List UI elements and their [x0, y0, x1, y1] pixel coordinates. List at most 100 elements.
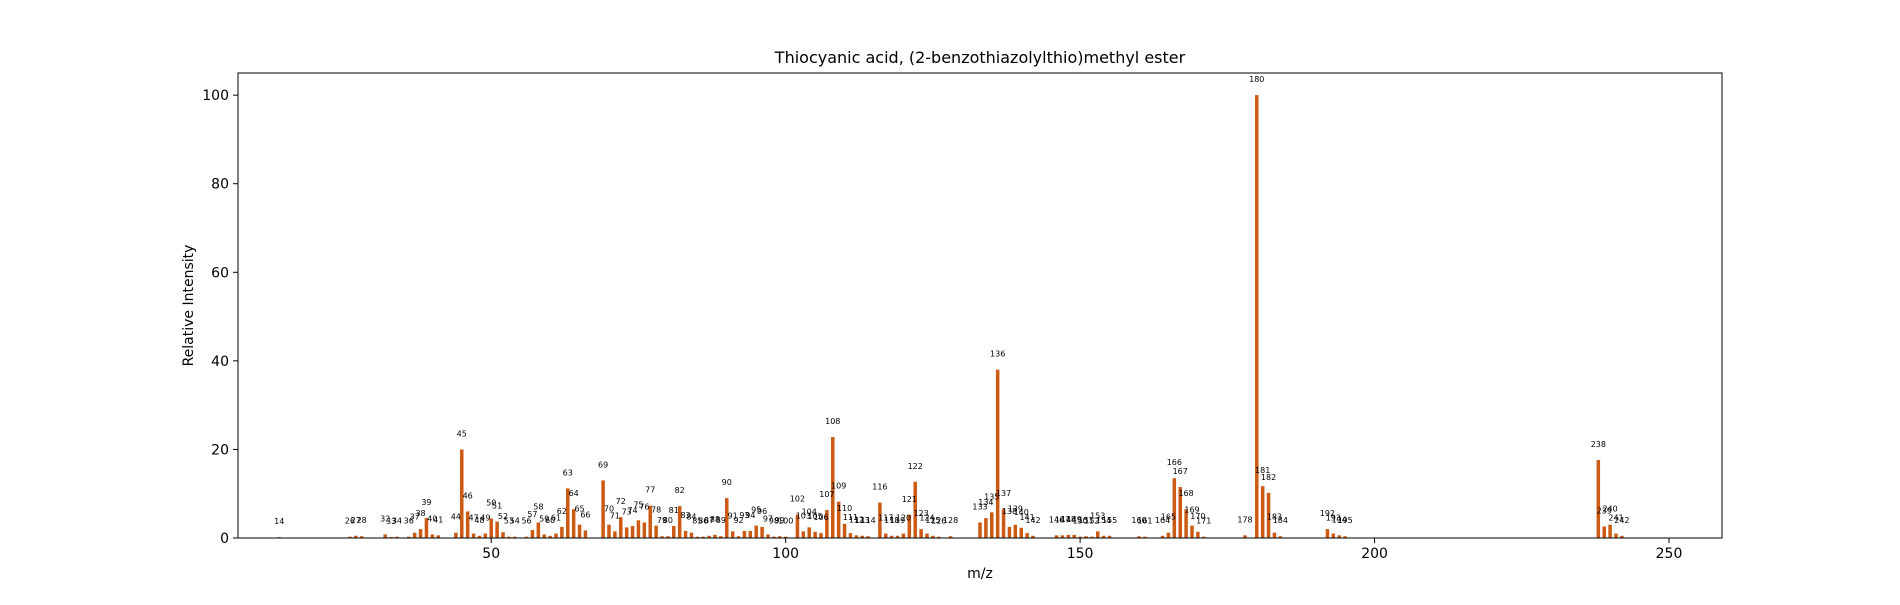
bar-mz-50 — [489, 518, 493, 538]
bar-mz-240 — [1608, 524, 1612, 538]
data-label-mz-194: 194 — [1332, 515, 1347, 524]
data-label-mz-80: 80 — [663, 516, 673, 525]
bar-mz-52 — [501, 532, 505, 538]
bar-mz-178 — [1243, 535, 1247, 538]
data-label-mz-57: 57 — [527, 510, 537, 519]
bar-mz-40 — [430, 534, 435, 538]
data-label-mz-171: 171 — [1196, 517, 1211, 526]
bar-mz-41 — [436, 535, 440, 538]
bar-mz-125 — [931, 535, 935, 538]
y-axis-ticks: 0 20 40 60 80 100 — [202, 88, 238, 547]
data-label-mz-96: 96 — [757, 507, 767, 516]
data-label-mz-86: 86 — [698, 517, 708, 526]
data-label-mz-70: 70 — [604, 505, 614, 514]
data-label-mz-46: 46 — [463, 491, 473, 500]
data-label-mz-140: 140 — [1014, 508, 1029, 517]
data-label-mz-133: 133 — [972, 503, 987, 512]
data-label-mz-89: 89 — [716, 516, 726, 525]
data-label-mz-170: 170 — [1190, 512, 1205, 521]
bar-mz-113 — [860, 535, 864, 538]
data-label-mz-113: 113 — [855, 516, 870, 525]
bar-mz-69 — [601, 480, 605, 538]
bar-mz-51 — [495, 521, 499, 538]
data-label-mz-105: 105 — [807, 512, 822, 521]
data-label-mz-164: 164 — [1155, 516, 1170, 525]
data-label-mz-114: 114 — [860, 516, 875, 525]
data-label-mz-62: 62 — [557, 507, 567, 516]
bar-mz-104 — [807, 527, 811, 538]
data-label-mz-180: 180 — [1249, 75, 1264, 84]
bar-mz-39 — [424, 518, 429, 538]
bar-mz-58 — [536, 522, 541, 538]
bar-mz-166 — [1172, 478, 1177, 538]
bar-mz-48 — [477, 535, 482, 538]
bar-mz-126 — [937, 536, 941, 538]
bar-mz-142 — [1031, 535, 1035, 538]
bar-mz-146 — [1054, 535, 1059, 538]
data-label-mz-135: 135 — [984, 492, 999, 501]
data-label-mz-192: 192 — [1320, 509, 1335, 518]
data-label-mz-123: 123 — [913, 509, 928, 518]
data-label-mz-182: 182 — [1261, 473, 1276, 482]
bar-mz-57 — [530, 530, 535, 538]
data-label-mz-120: 120 — [896, 514, 911, 523]
data-label-mz-154: 154 — [1096, 516, 1111, 525]
bar-mz-134 — [984, 518, 988, 538]
data-label-mz-184: 184 — [1273, 516, 1288, 525]
bar-mz-167 — [1178, 487, 1182, 538]
bar-mz-37 — [412, 532, 417, 538]
data-label-mz-146: 146 — [1049, 515, 1064, 524]
data-label-mz-107: 107 — [819, 490, 834, 499]
bar-mz-94 — [748, 530, 753, 538]
bar-mz-150 — [1078, 536, 1082, 538]
data-label-mz-63: 63 — [563, 468, 573, 477]
bar-mz-28 — [359, 536, 364, 538]
data-label-mz-27: 27 — [351, 516, 361, 525]
bar-mz-171 — [1202, 536, 1206, 538]
bar-mz-170 — [1196, 531, 1200, 538]
data-label-mz-108: 108 — [825, 417, 840, 426]
bar-mz-38 — [418, 529, 423, 538]
data-label-mz-50: 50 — [486, 499, 496, 508]
x-tick-label-50: 50 — [482, 546, 500, 562]
bar-mz-109 — [836, 501, 841, 538]
bar-mz-121 — [907, 514, 912, 538]
bar-mz-95 — [754, 525, 758, 538]
bar-mz-85 — [695, 536, 700, 538]
bar-mz-128 — [948, 536, 953, 538]
data-label-mz-195: 195 — [1337, 516, 1352, 525]
data-label-mz-118: 118 — [884, 516, 899, 525]
bar-mz-135 — [990, 512, 994, 538]
bar-mz-91 — [730, 531, 735, 538]
bar-mz-119 — [895, 535, 900, 538]
data-label-mz-241: 241 — [1608, 514, 1623, 523]
bar-mz-192 — [1325, 529, 1330, 538]
data-label-mz-84: 84 — [686, 513, 696, 522]
y-tick-label-80: 80 — [211, 177, 229, 193]
data-label-mz-83: 83 — [680, 511, 690, 520]
bar-mz-62 — [560, 526, 564, 538]
bar-mz-242 — [1620, 535, 1624, 538]
data-label-mz-169: 169 — [1184, 506, 1199, 515]
data-label-mz-240: 240 — [1602, 505, 1617, 514]
data-label-mz-161: 161 — [1137, 517, 1152, 526]
bar-mz-74 — [630, 526, 635, 538]
data-label-mz-88: 88 — [710, 515, 720, 524]
bar-mz-124 — [925, 533, 929, 538]
plot-frame — [237, 72, 1723, 539]
bar-mz-103 — [801, 531, 806, 538]
data-label-mz-51: 51 — [492, 502, 502, 511]
bar-mz-169 — [1190, 525, 1194, 538]
data-label-mz-93: 93 — [739, 511, 749, 520]
y-tick-label-40: 40 — [211, 354, 229, 370]
bar-mz-96 — [760, 526, 764, 538]
data-label-mz-122: 122 — [908, 462, 923, 471]
data-label-mz-91: 91 — [728, 511, 738, 520]
data-label-mz-239: 239 — [1597, 506, 1612, 515]
bar-mz-83 — [683, 530, 688, 538]
bar-mz-64 — [571, 509, 576, 538]
bar-mz-79 — [660, 536, 664, 538]
bar-mz-114 — [866, 536, 870, 538]
data-label-mz-52: 52 — [498, 512, 508, 521]
